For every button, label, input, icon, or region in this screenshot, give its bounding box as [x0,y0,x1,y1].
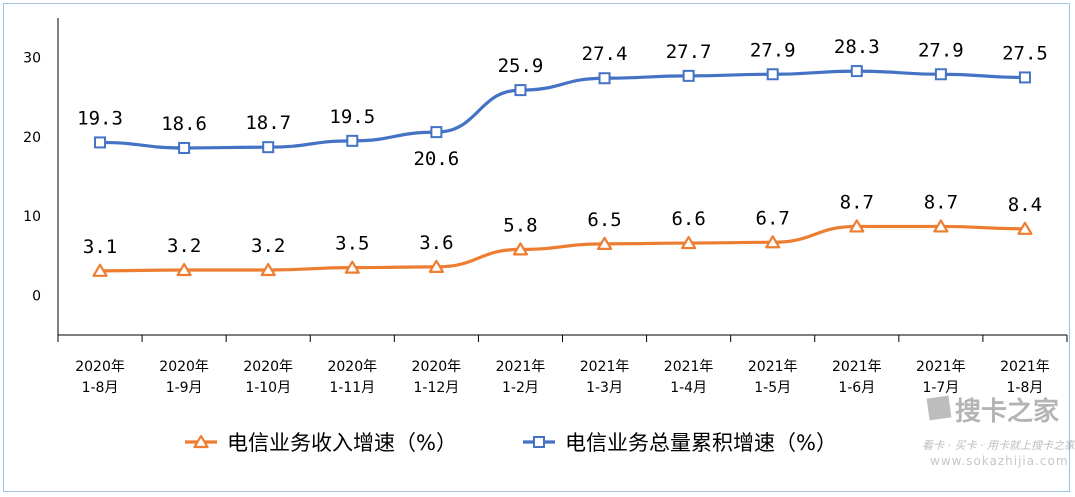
legend-marker-2 [533,436,545,448]
series-2-data-label: 27.9 [918,39,964,61]
axes [57,18,1068,342]
series-1-marker [1017,221,1033,235]
x-category-period: 1-8月 [82,380,119,396]
series-1-marker [512,242,529,256]
y-axis-ticks: 0 10 20 30 [23,51,41,305]
x-category-period: 1-2月 [502,380,539,396]
series-2-data-label: 27.4 [582,43,628,65]
series-1-marker [260,262,276,277]
watermark-logo-box [926,395,952,421]
series-markers [92,65,1033,277]
x-category-year: 2021年 [832,359,882,375]
x-category-period: 1-12月 [413,380,459,396]
series-2-data-label: 18.6 [161,113,207,135]
x-category-period: 1-11月 [329,380,375,396]
series-2-marker [598,72,611,85]
x-category-period: 1-4月 [670,380,707,396]
x-category-period: 1-3月 [586,380,623,396]
series-2-marker [430,126,443,139]
series-1-marker [344,260,360,274]
series-2-data-label: 27.9 [750,39,796,61]
y-tick-label: 20 [23,130,41,146]
series-1-marker [428,259,444,273]
data-labels: 3.1 3.2 3.2 3.5 3.6 5.8 6.5 6.6 6.7 8.7 8.7 8.4 19.3… [77,36,1048,258]
legend: 电信业务收入增速（%） 电信业务总量累积增速（%） [185,431,837,455]
series-2-data-label: 19.5 [329,106,375,128]
legend-label-1: 电信业务收入增速（%） [227,431,457,455]
series-2-data-label: 18.7 [245,112,291,134]
legend-marker-1 [193,434,209,449]
x-category-year: 2021年 [748,359,798,375]
series-1-data-label: 3.2 [167,235,201,257]
series-1-data-label: 8.4 [1008,194,1042,216]
y-tick-label: 10 [23,209,41,225]
y-tick-label: 30 [23,51,41,67]
x-category-year: 2020年 [159,359,209,375]
x-category-year: 2020年 [75,359,125,375]
chart-frame [3,3,1070,492]
series-2-data-label: 20.6 [413,148,459,170]
series-2-marker [850,65,863,78]
x-category-year: 2021年 [664,359,714,375]
watermark-brand: 搜卡之家 [955,396,1059,427]
x-category-year: 2021年 [1000,359,1050,375]
series-2-data-label: 27.5 [1002,42,1048,64]
series-1-data-label: 6.5 [587,209,621,231]
x-category-year: 2021年 [580,359,630,375]
x-category-year: 2020年 [412,359,462,375]
x-category-period: 1-8月 [1007,380,1044,396]
x-category-period: 1-7月 [922,380,959,396]
series-line-1 [98,224,1027,273]
x-category-year: 2020年 [327,359,377,375]
series-1-data-label: 3.5 [335,233,369,255]
series-2-data-label: 19.3 [77,107,123,129]
series-1-data-label: 3.1 [83,236,117,258]
series-2-data-label: 25.9 [498,55,544,77]
watermark-tagline: 看卡 · 买卡 · 用卡就上搜卡之家 [922,439,1075,452]
watermark-url: www.sokazhijia.com [930,454,1069,468]
series-1-data-label: 5.8 [503,214,537,236]
x-category-period: 1-9月 [166,380,203,396]
series-2-marker [514,84,527,97]
series-1-marker [765,235,781,249]
series-2-marker [178,141,191,154]
series-2-marker [262,141,275,154]
series-2-marker [346,134,359,147]
x-category-year: 2021年 [496,359,546,375]
series-1-data-label: 8.7 [924,191,958,213]
series-2-marker [766,68,779,81]
series-1-marker [849,219,865,233]
series-line-2 [98,69,1027,150]
series-1-data-label: 6.6 [671,208,705,230]
x-category-period: 1-6月 [838,380,875,396]
series-1-data-label: 3.2 [251,235,285,257]
series-1-marker [92,263,108,277]
legend-label-2: 电信业务总量累积增速（%） [565,431,837,455]
series-1-marker [596,236,613,250]
x-category-year: 2021年 [916,359,966,375]
series-1-marker [681,235,697,250]
series-1-data-label: 6.7 [756,207,790,229]
x-category-period: 1-5月 [754,380,791,396]
x-category-year: 2020年 [243,359,293,375]
x-category-period: 1-10月 [245,380,291,396]
watermark: 搜卡之家 看卡 · 买卡 · 用卡就上搜卡之家 www.sokazhijia.c… [922,395,1075,468]
series-1-marker [176,262,192,277]
series-2-marker [1018,71,1031,84]
series-1-marker [933,219,949,233]
series-lines [98,69,1027,273]
y-tick-label: 0 [32,288,41,304]
series-2-marker [682,69,695,82]
series-1-data-label: 3.6 [419,232,453,254]
x-axis-categories: 2020年 1-8月 2020年 1-9月 2020年 1-10月 2020年 1-11月 20… [75,359,1050,396]
series-1-data-label: 8.7 [840,191,874,213]
series-2-marker [934,68,947,81]
series-2-data-label: 27.7 [666,41,712,63]
series-2-marker [94,136,107,149]
series-2-data-label: 28.3 [834,36,880,58]
